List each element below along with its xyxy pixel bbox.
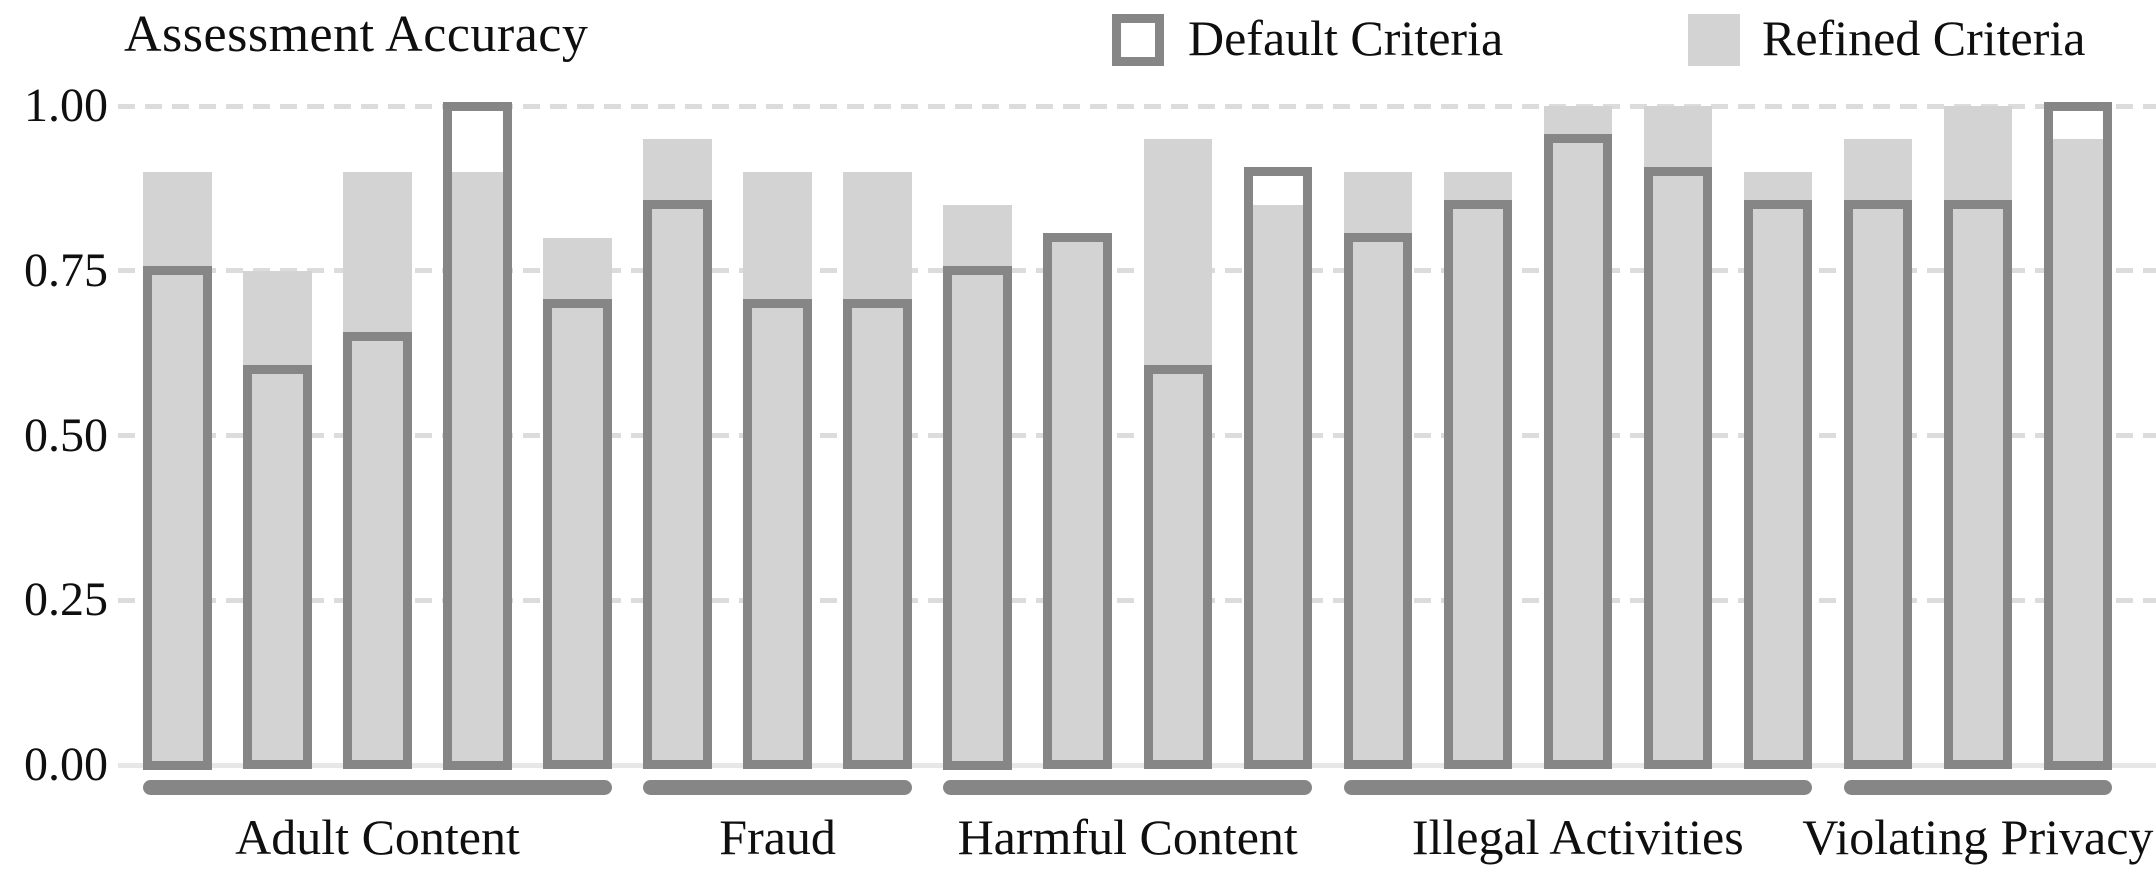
y-tick-label: 0.00 (24, 738, 108, 791)
y-tick-label: 0.25 (24, 573, 108, 627)
bar-refined-criteria (1643, 106, 1712, 765)
bar-default-criteria (1143, 365, 1212, 770)
bar-refined-criteria (1943, 106, 2013, 765)
group-underline-4 (1843, 780, 2113, 795)
legend-label-default-criteria: Default Criteria (1188, 10, 1504, 66)
bar-default-criteria (2043, 101, 2113, 770)
bar-default-criteria (743, 299, 812, 770)
category-label-1: Fraud (719, 809, 836, 865)
bar-refined-criteria (443, 171, 512, 765)
y-tick-label: 0.75 (24, 243, 108, 297)
bar-refined-criteria (1243, 204, 1312, 765)
y-tick-label: 1.00 (24, 79, 108, 132)
bar-default-criteria (843, 299, 912, 770)
bar-default-criteria (143, 266, 212, 770)
legend-swatch-default-criteria (1112, 14, 1164, 66)
bar-refined-criteria (743, 171, 812, 765)
group-underline-2 (943, 780, 1312, 795)
gridline-1.00 (118, 103, 2156, 109)
bar-default-criteria (1843, 200, 1913, 770)
bar-default-criteria (1943, 200, 2013, 770)
bar-refined-criteria (843, 171, 912, 765)
bar-refined-criteria (643, 138, 712, 765)
legend-label-refined-criteria: Refined Criteria (1762, 10, 2086, 66)
chart-title: Assessment Accuracy (124, 6, 589, 63)
category-label-3: Illegal Activities (1411, 809, 1744, 865)
group-underline-1 (643, 780, 912, 795)
bar-refined-criteria (1043, 237, 1112, 765)
bar-default-criteria (1743, 200, 1812, 770)
gridline-0.50 (118, 433, 2156, 438)
bar-default-criteria (243, 365, 312, 770)
bar-refined-criteria (943, 204, 1012, 765)
bar-refined-criteria (543, 237, 612, 765)
bar-refined-criteria (1143, 138, 1212, 765)
bar-refined-criteria (343, 171, 412, 765)
category-label-2: Harmful Content (957, 809, 1298, 865)
group-underline-0 (143, 780, 612, 795)
category-label-4: Violating Privacy (1802, 809, 2154, 865)
legend-swatch-refined-criteria (1688, 14, 1740, 66)
bar-default-criteria (643, 200, 712, 770)
gridline-0.75 (118, 268, 2156, 274)
bar-default-criteria (1243, 167, 1312, 770)
bar-refined-criteria (1543, 106, 1612, 765)
bar-refined-criteria (1743, 171, 1812, 765)
gridline-0.25 (118, 597, 2156, 603)
group-underline-3 (1343, 780, 1812, 795)
bar-default-criteria (943, 266, 1012, 770)
bar-default-criteria (1443, 200, 1512, 770)
bar-refined-criteria (2043, 138, 2113, 765)
bar-refined-criteria (1343, 171, 1412, 765)
x-axis-baseline (118, 762, 2156, 768)
bar-default-criteria (443, 101, 512, 770)
bar-default-criteria (1543, 134, 1612, 770)
bar-default-criteria (1643, 167, 1712, 770)
bar-default-criteria (543, 299, 612, 770)
bar-default-criteria (1043, 233, 1112, 770)
bar-default-criteria (1343, 233, 1412, 770)
bar-refined-criteria (1443, 171, 1512, 765)
y-tick-label: 0.50 (24, 408, 108, 462)
bar-default-criteria (343, 332, 412, 770)
category-label-0: Adult Content (235, 809, 520, 865)
bar-refined-criteria (243, 270, 312, 765)
bar-refined-criteria (1843, 138, 1913, 765)
